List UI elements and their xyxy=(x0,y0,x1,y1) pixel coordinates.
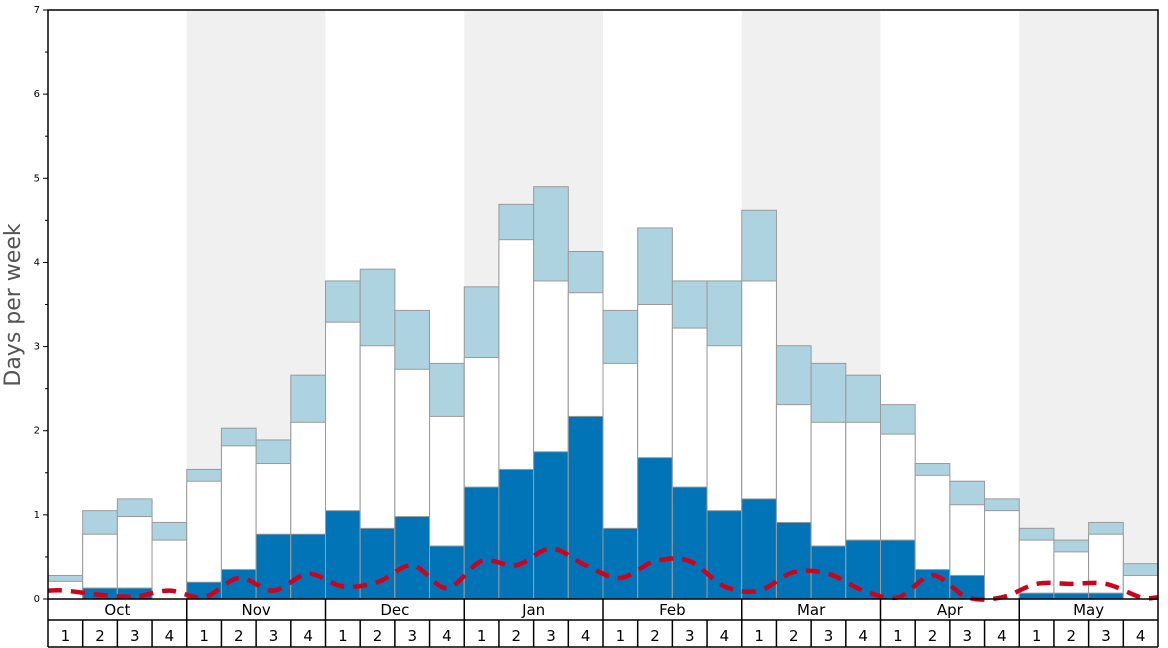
week-label: 3 xyxy=(269,627,279,645)
bar-dark xyxy=(1053,592,1090,600)
bar-dark xyxy=(637,457,673,600)
week-label: 3 xyxy=(130,627,140,645)
bar-dark xyxy=(567,415,604,600)
week-label: 4 xyxy=(303,627,313,645)
bar-white xyxy=(1053,551,1090,600)
month-label: Feb xyxy=(659,601,686,619)
bar-dark xyxy=(359,527,396,600)
week-label: 2 xyxy=(928,627,938,645)
week-label: 1 xyxy=(338,627,348,645)
y-tick-label: 5 xyxy=(34,173,40,184)
y-tick-label: 2 xyxy=(34,426,40,437)
bar-dark xyxy=(429,545,465,600)
bar-dark xyxy=(394,516,431,600)
bar-dark xyxy=(775,521,812,600)
bar-dark xyxy=(880,539,916,600)
week-label: 3 xyxy=(685,627,695,645)
week-label: 3 xyxy=(962,627,972,645)
bar-white xyxy=(116,516,153,600)
month-label: Dec xyxy=(380,601,409,619)
week-label: 2 xyxy=(95,627,105,645)
week-label: 1 xyxy=(199,627,209,645)
week-label: 1 xyxy=(754,627,764,645)
month-shade xyxy=(1019,10,1158,599)
bar-dark xyxy=(498,468,535,600)
week-label: 3 xyxy=(1101,627,1111,645)
bar-dark xyxy=(671,486,708,600)
y-tick-label: 0 xyxy=(34,594,40,605)
month-label: Oct xyxy=(104,601,130,619)
week-label: 1 xyxy=(477,627,487,645)
axes-layer: 0 1 2 3 4 5 6 7 Oct Nov Dec Jan Feb Mar Apr May 1 2 3 4 1 2 3 4… xyxy=(34,5,1159,648)
week-label: 2 xyxy=(512,627,522,645)
bar-dark xyxy=(220,569,257,600)
week-label: 2 xyxy=(1067,627,1077,645)
week-label: 3 xyxy=(407,627,417,645)
week-label: 3 xyxy=(824,627,834,645)
week-label: 1 xyxy=(893,627,903,645)
week-label: 3 xyxy=(546,627,556,645)
bar-dark xyxy=(741,498,777,600)
bar-dark xyxy=(463,486,500,600)
bar-dark xyxy=(290,533,326,600)
week-label: 2 xyxy=(234,627,244,645)
month-label: May xyxy=(1073,601,1104,619)
week-label: 1 xyxy=(61,627,71,645)
y-axis-label: Days per week xyxy=(1,223,26,386)
month-label: Apr xyxy=(937,601,964,619)
week-label: 2 xyxy=(650,627,660,645)
week-label: 4 xyxy=(858,627,868,645)
y-tick-label: 6 xyxy=(34,89,40,100)
y-tick-label: 3 xyxy=(34,342,40,353)
week-label: 4 xyxy=(720,627,730,645)
week-label: 2 xyxy=(373,627,383,645)
bar-dark xyxy=(533,451,569,600)
month-label: Nov xyxy=(241,601,270,619)
week-label: 4 xyxy=(997,627,1007,645)
month-label: Mar xyxy=(797,601,826,619)
bar-white xyxy=(984,510,1020,600)
week-label: 1 xyxy=(1032,627,1042,645)
bar-dark xyxy=(1088,592,1124,600)
bar-white xyxy=(186,480,222,600)
bar-dark xyxy=(1018,592,1055,600)
y-tick-label: 7 xyxy=(34,5,40,16)
week-label: 4 xyxy=(581,627,591,645)
week-label: 4 xyxy=(442,627,452,645)
bar-dark xyxy=(845,539,881,600)
week-label: 1 xyxy=(616,627,626,645)
week-label: 4 xyxy=(1136,627,1146,645)
y-tick-label: 1 xyxy=(34,510,40,521)
bar-dark xyxy=(602,527,639,600)
month-label: Jan xyxy=(521,601,545,619)
y-tick-label: 4 xyxy=(34,257,40,268)
week-label: 2 xyxy=(789,627,799,645)
week-label: 4 xyxy=(165,627,175,645)
